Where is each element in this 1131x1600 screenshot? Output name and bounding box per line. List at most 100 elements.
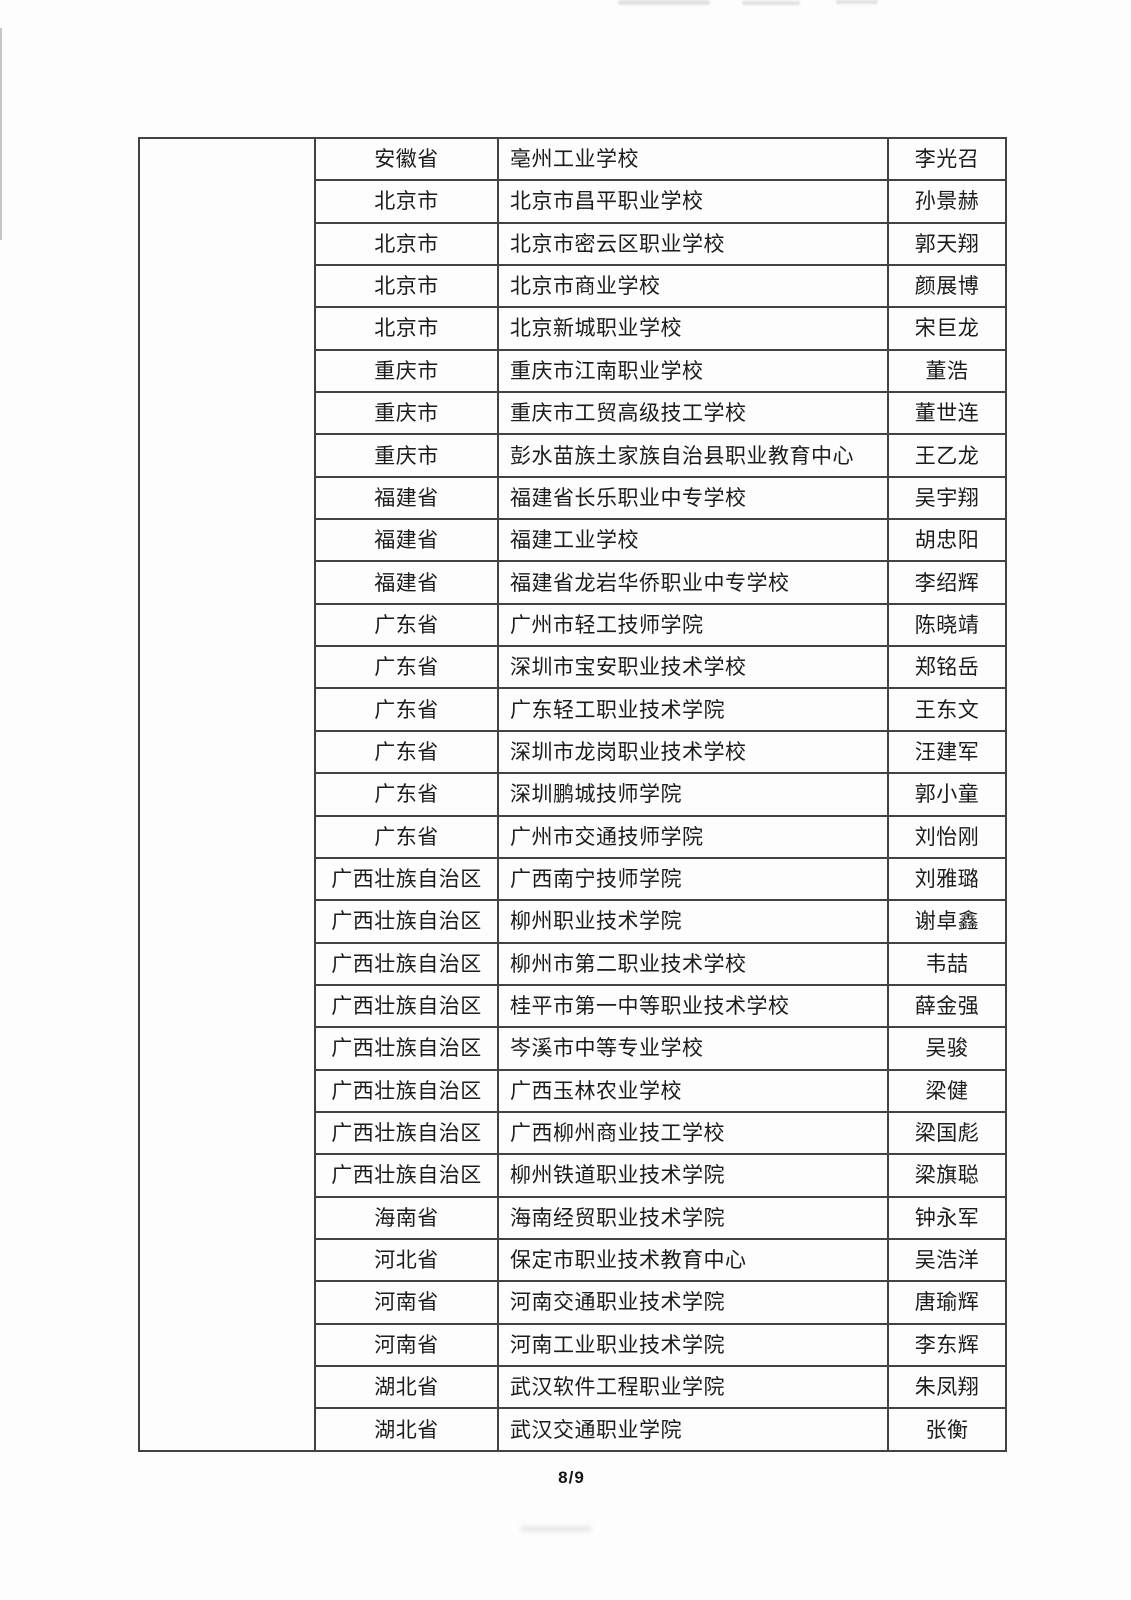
school-cell: 亳州工业学校 (497, 136, 889, 182)
province-cell: 湖北省 (314, 1364, 499, 1410)
province-cell: 河南省 (314, 1322, 499, 1367)
school-cell: 福建省龙岩华侨职业中专学校 (497, 560, 889, 605)
school-cell: 广州市交通技师学院 (497, 814, 889, 859)
awards-table-body: 安徽省 亳州工业学校 李光召 北京市 北京市昌平职业学校 孙景赫 北京市 北京市密云区职业学校… (138, 136, 1007, 1452)
name-cell: 郭天翔 (887, 221, 1007, 267)
name-cell: 李绍辉 (887, 560, 1007, 605)
table-row: 广东省 深圳市宝安职业技术学校 郑铭岳 (139, 645, 1007, 690)
table-row: 北京市 北京新城职业学校 宋巨龙 (139, 306, 1007, 351)
name-cell: 薛金强 (887, 983, 1007, 1029)
province-cell: 北京市 (314, 179, 499, 224)
scan-artifact (742, 1, 800, 5)
name-cell: 钟永军 (887, 1195, 1007, 1240)
name-cell: 汪建军 (887, 729, 1007, 775)
province-cell: 安徽省 (314, 136, 499, 182)
table-row: 福建省 福建工业学校 胡忠阳 (139, 518, 1007, 563)
table-row: 广西壮族自治区 岑溪市中等专业学校 吴骏 (139, 1026, 1007, 1071)
province-cell: 北京市 (314, 306, 499, 351)
province-cell: 重庆市 (314, 433, 499, 478)
name-cell: 陈晓靖 (887, 602, 1007, 648)
province-cell: 广西壮族自治区 (314, 983, 499, 1029)
province-cell: 河北省 (314, 1237, 499, 1283)
table-row: 海南省 海南经贸职业技术学院 钟永军 (139, 1195, 1007, 1240)
school-cell: 武汉交通职业学院 (497, 1407, 889, 1452)
school-cell: 柳州职业技术学院 (497, 899, 889, 944)
school-cell: 深圳市宝安职业技术学校 (497, 645, 889, 690)
school-cell: 广西南宁技师学院 (497, 856, 889, 902)
school-cell: 柳州市第二职业技术学校 (497, 941, 889, 986)
province-cell: 福建省 (314, 518, 499, 563)
school-cell: 重庆市江南职业学校 (497, 348, 889, 394)
table-row: 福建省 福建省长乐职业中专学校 吴宇翔 (139, 475, 1007, 521)
awards-table: 安徽省 亳州工业学校 李光召 北京市 北京市昌平职业学校 孙景赫 北京市 北京市密云区职业学校… (138, 136, 1007, 1452)
province-cell: 重庆市 (314, 348, 499, 394)
table-row: 广东省 广州市轻工技师学院 陈晓靖 (139, 602, 1007, 648)
table-row: 广西壮族自治区 广西柳州商业技工学校 梁国彪 (139, 1110, 1007, 1156)
school-cell: 桂平市第一中等职业技术学校 (497, 983, 889, 1029)
name-cell: 李光召 (887, 136, 1007, 182)
table-row: 重庆市 重庆市江南职业学校 董浩 (139, 348, 1007, 394)
page-number: 8/9 (558, 1468, 585, 1487)
table-row: 广东省 广东轻工职业技术学院 王东文 (139, 687, 1007, 732)
school-cell: 重庆市工贸高级技工学校 (497, 391, 889, 436)
name-cell: 董浩 (887, 348, 1007, 394)
province-cell: 广西壮族自治区 (314, 1026, 499, 1071)
name-cell: 梁国彪 (887, 1110, 1007, 1156)
name-cell: 朱凤翔 (887, 1364, 1007, 1410)
province-cell: 广东省 (314, 729, 499, 775)
name-cell: 刘雅璐 (887, 856, 1007, 902)
table-row: 广西壮族自治区 柳州职业技术学院 谢卓鑫 (139, 899, 1007, 944)
province-cell: 广东省 (314, 602, 499, 648)
name-cell: 唐瑜辉 (887, 1280, 1007, 1325)
school-cell: 岑溪市中等专业学校 (497, 1026, 889, 1071)
category-cell-empty (138, 137, 316, 1452)
name-cell: 梁健 (887, 1068, 1007, 1113)
province-cell: 湖北省 (314, 1407, 499, 1452)
school-cell: 武汉软件工程职业学院 (497, 1364, 889, 1410)
name-cell: 韦喆 (887, 941, 1007, 986)
table-row: 湖北省 武汉软件工程职业学院 朱凤翔 (139, 1364, 1007, 1410)
province-cell: 广东省 (314, 687, 499, 732)
school-cell: 广西柳州商业技工学校 (497, 1110, 889, 1156)
scan-artifact (618, 0, 710, 5)
name-cell: 颜展博 (887, 264, 1007, 309)
table-row: 重庆市 重庆市工贸高级技工学校 董世连 (139, 391, 1007, 436)
province-cell: 北京市 (314, 264, 499, 309)
name-cell: 李东辉 (887, 1322, 1007, 1367)
table-row: 湖北省 武汉交通职业学院 张衡 (139, 1407, 1007, 1452)
province-cell: 广西壮族自治区 (314, 856, 499, 902)
table-row: 广西壮族自治区 广西玉林农业学校 梁健 (139, 1068, 1007, 1113)
province-cell: 河南省 (314, 1280, 499, 1325)
table-row: 广西壮族自治区 桂平市第一中等职业技术学校 薛金强 (139, 983, 1007, 1029)
name-cell: 王东文 (887, 687, 1007, 732)
province-cell: 广西壮族自治区 (314, 1153, 499, 1198)
school-cell: 海南经贸职业技术学院 (497, 1195, 889, 1240)
name-cell: 胡忠阳 (887, 518, 1007, 563)
table-row: 北京市 北京市密云区职业学校 郭天翔 (139, 221, 1007, 267)
province-cell: 广东省 (314, 814, 499, 859)
school-cell: 福建省长乐职业中专学校 (497, 475, 889, 521)
name-cell: 孙景赫 (887, 179, 1007, 224)
table-row: 广东省 深圳鹏城技师学院 郭小童 (139, 772, 1007, 817)
table-row: 北京市 北京市商业学校 颜展博 (139, 264, 1007, 309)
province-cell: 福建省 (314, 475, 499, 521)
school-cell: 深圳鹏城技师学院 (497, 772, 889, 817)
school-cell: 保定市职业技术教育中心 (497, 1237, 889, 1283)
table-row: 福建省 福建省龙岩华侨职业中专学校 李绍辉 (139, 560, 1007, 605)
table-row: 广东省 广州市交通技师学院 刘怡刚 (139, 814, 1007, 859)
school-cell: 深圳市龙岗职业技术学校 (497, 729, 889, 775)
name-cell: 郑铭岳 (887, 645, 1007, 690)
table-row: 广西壮族自治区 柳州铁道职业技术学院 梁旗聪 (139, 1153, 1007, 1198)
school-cell: 广西玉林农业学校 (497, 1068, 889, 1113)
name-cell: 刘怡刚 (887, 814, 1007, 859)
province-cell: 广东省 (314, 645, 499, 690)
province-cell: 广西壮族自治区 (314, 899, 499, 944)
name-cell: 吴骏 (887, 1026, 1007, 1071)
table-row: 河南省 河南工业职业技术学院 李东辉 (139, 1322, 1007, 1367)
school-cell: 北京市昌平职业学校 (497, 179, 889, 224)
table-row: 广西壮族自治区 柳州市第二职业技术学校 韦喆 (139, 941, 1007, 986)
province-cell: 北京市 (314, 221, 499, 267)
table-row: 北京市 北京市昌平职业学校 孙景赫 (139, 179, 1007, 224)
scan-edge-line (0, 28, 2, 240)
